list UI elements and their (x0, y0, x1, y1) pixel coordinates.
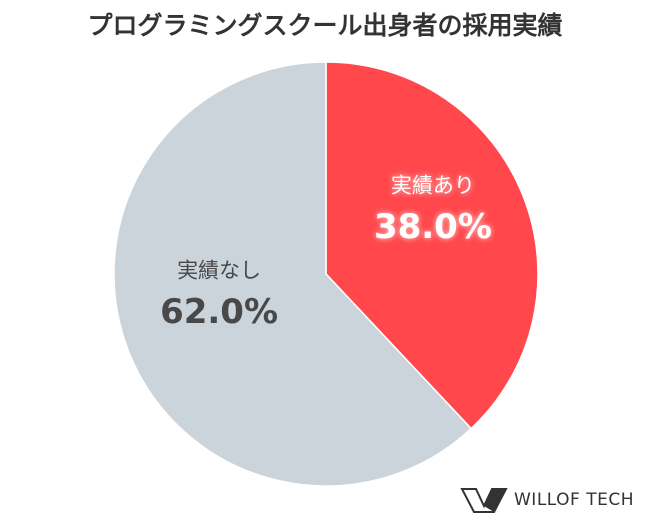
pie: 実績あり 38.0% 実績なし 62.0% (113, 61, 539, 487)
slice-value-label: 38.0% (374, 207, 492, 247)
slice-category-label: 実績あり (391, 174, 475, 198)
pie-slice (113, 61, 473, 487)
chart-title: プログラミングスクール出身者の採用実績 (87, 11, 562, 40)
logo: WILLOF TECH (460, 488, 634, 513)
watermark: WILLOF TECH (514, 490, 634, 510)
slice-category-label: 実績なし (177, 258, 261, 282)
pie-slice (325, 61, 539, 430)
slice-value-label: 62.0% (160, 292, 278, 332)
logo-icon-fill (484, 489, 506, 512)
